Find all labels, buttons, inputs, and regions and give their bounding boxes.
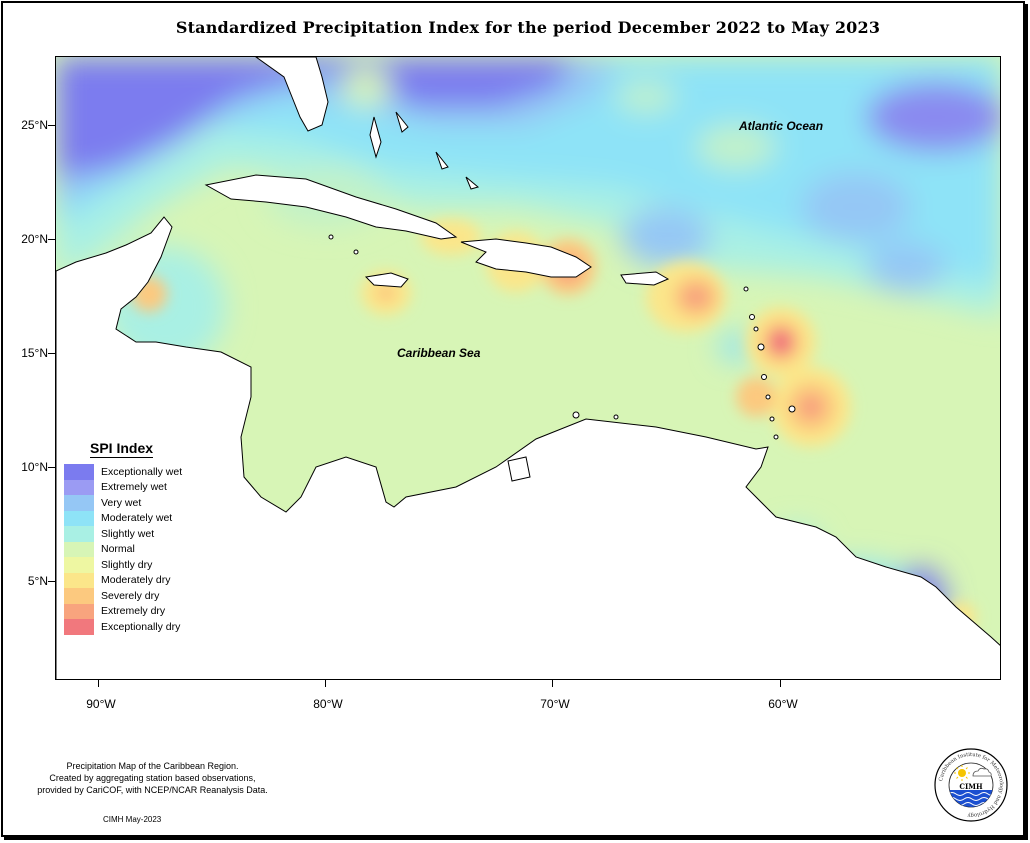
caribbean-sea-label: Caribbean Sea bbox=[397, 346, 481, 360]
legend-swatch bbox=[64, 557, 94, 573]
lon-tick-70 bbox=[552, 680, 553, 687]
legend-label: Moderately dry bbox=[101, 574, 171, 587]
lon-tick-90 bbox=[98, 680, 99, 687]
lat-label-5: 5°N bbox=[27, 574, 48, 588]
legend-label: Exceptionally wet bbox=[101, 465, 183, 478]
legend-label: Slightly wet bbox=[101, 527, 155, 540]
legend-item: Moderately dry bbox=[64, 572, 182, 588]
legend-label: Normal bbox=[101, 543, 135, 556]
lat-tick-25 bbox=[48, 125, 55, 126]
map-panel bbox=[55, 56, 1001, 680]
cimh-logo: Caribbean Institute for Meteorology and … bbox=[934, 748, 1008, 827]
legend-item: Severely dry bbox=[64, 588, 182, 604]
legend-items: Exceptionally wet Extremely wet Very wet Mo… bbox=[64, 464, 182, 635]
lat-tick-5 bbox=[48, 581, 55, 582]
legend-label: Extremely dry bbox=[101, 605, 166, 618]
legend-label: Exceptionally dry bbox=[101, 620, 181, 633]
legend-item: Extremely dry bbox=[64, 603, 182, 619]
legend-item: Normal bbox=[64, 541, 182, 557]
lat-label-20: 20°N bbox=[21, 232, 48, 246]
lat-tick-15 bbox=[48, 353, 55, 354]
footnote: Precipitation Map of the Caribbean Regio… bbox=[10, 760, 295, 796]
legend-swatch bbox=[64, 619, 94, 635]
lat-label-15: 15°N bbox=[21, 346, 48, 360]
lon-label-90: 90°W bbox=[86, 697, 116, 711]
lat-tick-10 bbox=[48, 467, 55, 468]
legend-label: Moderately wet bbox=[101, 512, 173, 525]
legend-item: Moderately wet bbox=[64, 510, 182, 526]
footnote-line: Created by aggregating station based obs… bbox=[49, 773, 256, 783]
legend-title: SPI Index bbox=[90, 440, 154, 458]
lat-tick-20 bbox=[48, 239, 55, 240]
footnote-line: Precipitation Map of the Caribbean Regio… bbox=[66, 761, 239, 771]
legend-label: Extremely wet bbox=[101, 481, 167, 494]
spi-legend: SPI Index Exceptionally wet Extremely wet… bbox=[64, 440, 182, 635]
legend-label: Severely dry bbox=[101, 589, 160, 602]
footnote-line: provided by CariCOF, with NCEP/NCAR Rean… bbox=[37, 785, 268, 795]
legend-swatch bbox=[64, 479, 94, 495]
lon-label-70: 70°W bbox=[540, 697, 570, 711]
legend-item: Exceptionally dry bbox=[64, 619, 182, 635]
legend-swatch bbox=[64, 541, 94, 557]
map-title: Standardized Precipitation Index for the… bbox=[175, 18, 881, 37]
logo-text: CIMH bbox=[959, 782, 983, 791]
legend-item: Exceptionally wet bbox=[64, 464, 182, 480]
lon-label-80: 80°W bbox=[313, 697, 343, 711]
lat-label-10: 10°N bbox=[21, 460, 48, 474]
legend-swatch bbox=[64, 588, 94, 604]
lat-label-25: 25°N bbox=[21, 118, 48, 132]
legend-swatch bbox=[64, 495, 94, 511]
legend-item: Slightly wet bbox=[64, 526, 182, 542]
legend-swatch bbox=[64, 464, 94, 480]
legend-label: Very wet bbox=[101, 496, 142, 509]
legend-item: Extremely wet bbox=[64, 479, 182, 495]
legend-item: Very wet bbox=[64, 495, 182, 511]
lon-tick-80 bbox=[325, 680, 326, 687]
legend-swatch bbox=[64, 526, 94, 542]
legend-swatch bbox=[64, 572, 94, 588]
atlantic-ocean-label: Atlantic Ocean bbox=[739, 119, 824, 133]
legend-swatch bbox=[64, 510, 94, 526]
lon-tick-60 bbox=[780, 680, 781, 687]
lesser-antilles bbox=[328, 234, 796, 440]
legend-swatch bbox=[64, 603, 94, 619]
spi-map bbox=[56, 57, 1000, 679]
lon-label-60: 60°W bbox=[768, 697, 798, 711]
credit-text: CIMH May-2023 bbox=[103, 815, 162, 824]
legend-label: Slightly dry bbox=[101, 558, 153, 571]
legend-item: Slightly dry bbox=[64, 557, 182, 573]
landmasses bbox=[56, 57, 1000, 679]
